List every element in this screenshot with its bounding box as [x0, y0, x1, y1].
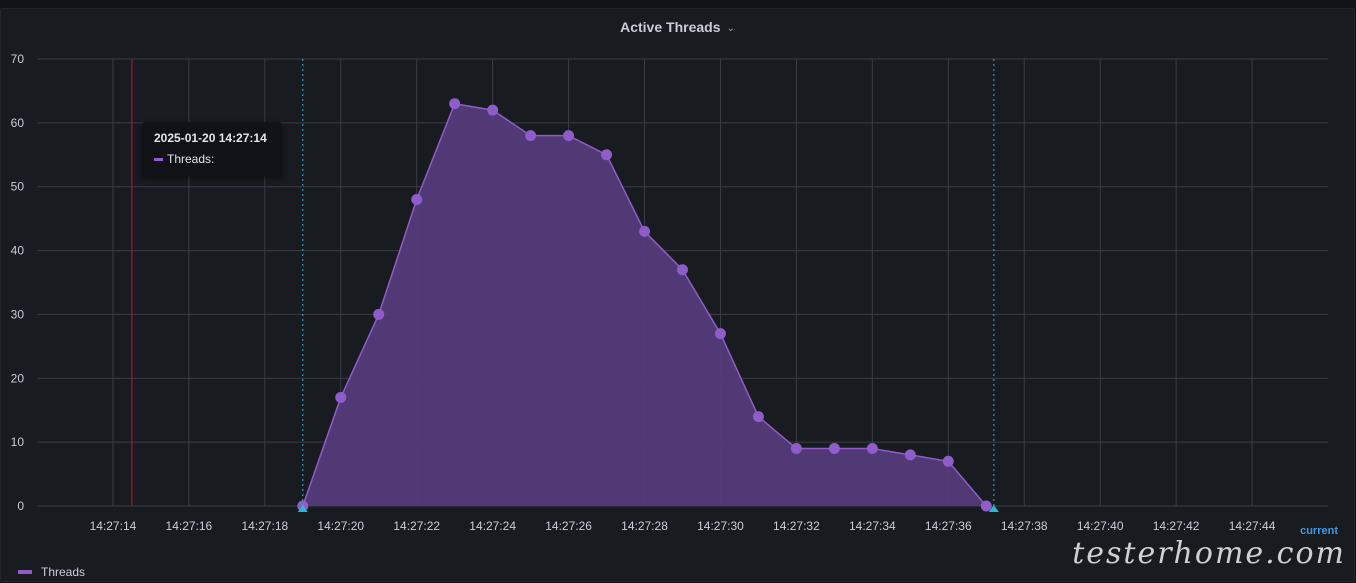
hover-tooltip: 2025-01-20 14:27:14 Threads: [142, 122, 282, 176]
x-tick-label: 14:27:28 [621, 519, 668, 533]
data-point [677, 264, 688, 276]
tooltip-series-row: Threads: [154, 152, 214, 166]
x-tick-label: 14:27:30 [697, 519, 744, 533]
data-point [563, 130, 575, 142]
panel-title[interactable]: Active Threads ⌄ [1, 19, 1354, 35]
data-point [335, 391, 347, 403]
y-tick-label: 70 [11, 52, 25, 66]
x-tick-label: 14:27:22 [393, 519, 440, 533]
data-point [980, 500, 992, 512]
x-tick-label: 14:27:34 [849, 519, 896, 533]
annotation-marker-icon [297, 505, 308, 512]
y-tick-label: 50 [11, 180, 25, 194]
data-point [525, 130, 537, 142]
watermark-sub: current [1300, 525, 1338, 537]
tooltip-series-swatch [154, 157, 163, 161]
y-tick-label: 30 [11, 307, 25, 321]
x-tick-label: 14:27:38 [1001, 519, 1048, 533]
data-point [752, 411, 764, 423]
tooltip-series-label: Threads: [167, 152, 215, 166]
watermark-text: testerhome.com [1072, 536, 1346, 571]
y-tick-label: 20 [11, 371, 25, 385]
x-tick-label: 14:27:20 [317, 519, 364, 533]
x-tick-label: 14:27:32 [773, 519, 820, 533]
data-point [601, 149, 613, 161]
tooltip-time: 2025-01-20 14:27:14 [154, 131, 267, 145]
watermark-logo: testerhome.com current [1072, 525, 1346, 571]
chevron-down-icon[interactable]: ⌄ [726, 23, 735, 34]
legend-item-threads[interactable]: Threads [41, 565, 86, 579]
y-tick-label: 60 [11, 116, 25, 130]
y-tick-label: 10 [11, 435, 25, 449]
legend-swatch[interactable] [18, 570, 32, 574]
data-point [790, 443, 802, 455]
x-tick-label: 14:27:42 [1153, 519, 1200, 533]
data-point [828, 443, 840, 455]
data-point [449, 98, 461, 110]
x-tick-label: 14:27:44 [1229, 519, 1276, 533]
x-tick-label: 14:27:36 [925, 519, 972, 533]
data-point [714, 328, 726, 340]
annotation-marker-icon [988, 505, 999, 512]
data-point [866, 443, 878, 455]
data-point [904, 449, 916, 461]
x-tick-label: 14:27:14 [90, 519, 137, 533]
x-tick-label: 14:27:26 [545, 519, 592, 533]
data-point [487, 104, 499, 116]
data-point [639, 225, 651, 237]
y-tick-label: 0 [17, 499, 24, 513]
x-tick-label: 14:27:16 [166, 519, 213, 533]
x-tick-label: 14:27:40 [1077, 519, 1124, 533]
series-area [302, 103, 987, 506]
x-tick-label: 14:27:24 [469, 519, 516, 533]
data-point [411, 193, 423, 205]
x-tick-label: 14:27:18 [241, 519, 288, 533]
panel-title-text[interactable]: Active Threads [620, 19, 721, 35]
data-point [373, 308, 385, 320]
legend[interactable]: Threads [18, 565, 85, 579]
data-point [942, 455, 954, 467]
y-tick-label: 40 [11, 244, 25, 258]
